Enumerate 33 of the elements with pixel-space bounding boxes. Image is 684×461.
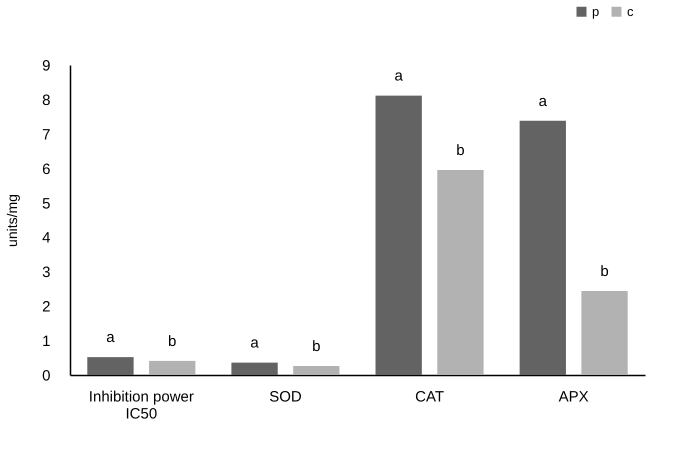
- data-label: b: [312, 338, 320, 356]
- data-label: b: [168, 332, 176, 350]
- bar: [87, 357, 134, 375]
- y-tick-label: 4: [42, 230, 50, 247]
- legend-label: c: [627, 4, 634, 19]
- bar: [149, 360, 196, 375]
- x-tick-label: Inhibition power IC50: [88, 388, 194, 422]
- data-label: a: [538, 92, 548, 110]
- data-label: a: [106, 329, 116, 346]
- y-tick-label: 7: [42, 126, 50, 144]
- legend-label: p: [592, 4, 600, 19]
- bar: [376, 96, 422, 375]
- x-tick-label: APX: [558, 388, 589, 406]
- y-tick-label: 0: [42, 368, 50, 384]
- data-label: a: [394, 68, 404, 85]
- data-label: b: [600, 262, 609, 280]
- y-tick-label: 3: [42, 264, 50, 282]
- bar: [520, 120, 566, 375]
- x-tick-label: CAT: [415, 388, 444, 406]
- y-tick-label: 6: [42, 160, 50, 178]
- y-tick-label: 1: [42, 333, 50, 350]
- bar: [437, 170, 484, 375]
- x-tick-label: SOD: [269, 388, 302, 406]
- bar: [231, 362, 278, 375]
- y-tick-label: 5: [42, 195, 50, 212]
- y-tick-label: 2: [42, 298, 50, 316]
- y-tick-label: 9: [42, 58, 50, 74]
- bar: [581, 290, 628, 375]
- y-axis-title: units/mg: [4, 194, 20, 247]
- data-label: b: [456, 142, 465, 160]
- y-tick-label: 8: [42, 92, 50, 109]
- bar: [293, 366, 340, 375]
- data-label: a: [250, 334, 260, 352]
